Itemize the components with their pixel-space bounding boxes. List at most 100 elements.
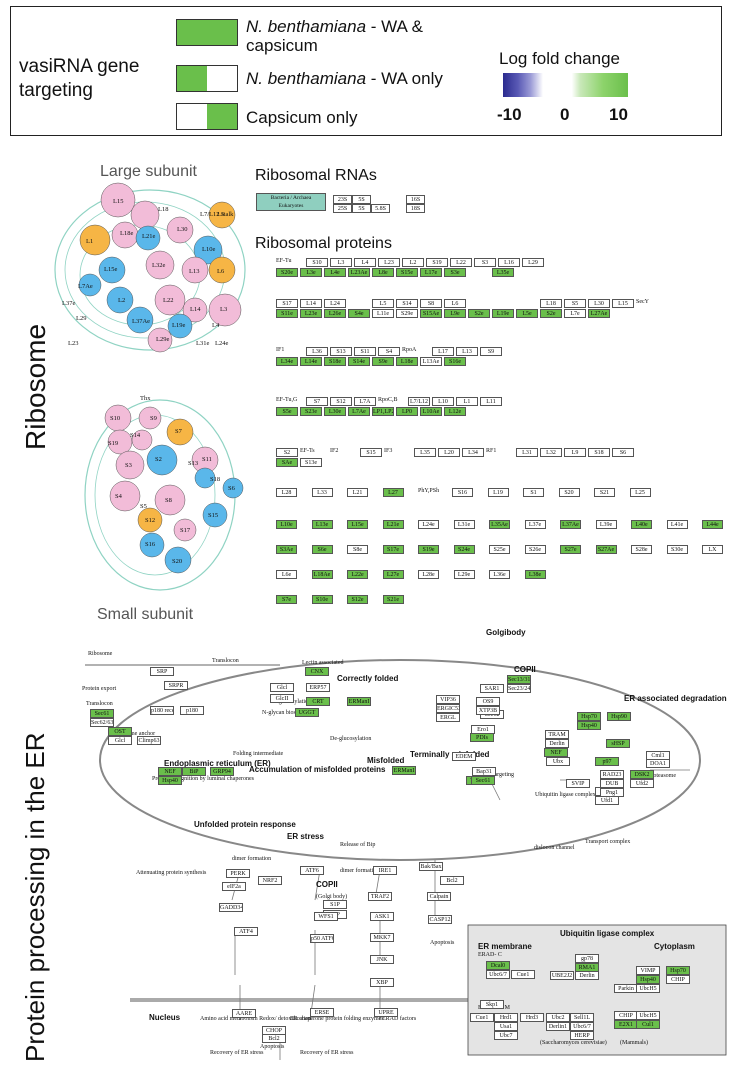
ribosomal-protein-box: L39e [595,520,617,529]
ribosomal-protein-box: S11 [354,347,376,356]
er-gene-box: TRAM [545,730,569,739]
er-gene-box: ASK1 [370,912,394,921]
ribosomal-protein-box: L29 [522,258,544,267]
er-gene-box: WFS1 [314,912,338,921]
large-subunit-protein-label: L18 [158,206,169,213]
ribosomal-protein-box: L35 [414,448,436,457]
ribosomal-protein-annotation: RF1 [486,448,497,454]
ribosomal-protein-box: L32 [540,448,562,457]
er-gene-box: VIMP [636,966,660,975]
large-subunit-protein-label: L2 [118,297,126,304]
er-gene-box: Cul1 [636,1020,660,1029]
er-gene-box: MKK7 [370,933,394,942]
er-gene-box: sHSP [606,739,630,748]
er-gene-box: OS9 [476,697,500,706]
ribosomal-protein-box: S15Ae [420,309,442,318]
ribosomal-protein-box: S17 [276,299,298,308]
legend-title: vasiRNA gene targeting [19,56,140,101]
small-subunit-protein-label: S11 [202,456,212,463]
ribosomal-protein-annotation: IF2 [330,448,339,454]
er-annotation-label: Transport complex [585,839,631,845]
ribosomal-protein-box: S4 [378,347,400,356]
er-gene-box: ATF4 [234,927,258,936]
er-gene-box: Ufd1 [595,796,619,805]
er-annotation-label: Apoptosis [260,1044,285,1050]
er-gene-box: ERManI [392,766,416,775]
er-gene-box: OST [108,727,132,736]
small-subunit-protein-label: S15 [208,512,219,519]
ribosomal-protein-box: S6 [612,448,634,457]
ribosomal-protein-box: L35e [492,268,514,277]
er-annotation-label: Ribosome [88,651,113,657]
large-subunit-protein-label: L31e [196,340,210,347]
er-gene-box: Bap31 [472,767,496,776]
ribosomal-protein-box: S5e [276,407,298,416]
ribosomal-protein-box: S21 [594,488,615,497]
er-gene-box: EDEM [452,752,476,761]
er-annotation-label: Ubiquitin ligase complex [535,792,596,798]
ribosomal-protein-box: S13 [330,347,352,356]
log-fold-scale-bar [503,73,628,97]
ribosomal-protein-box: L21e [382,520,404,529]
ribosomal-protein-box: L33 [311,488,333,497]
er-title-golgibody: Golgibody [486,628,526,637]
scale-title: Log fold change [499,49,620,68]
ribosomal-protein-box: L7/L12 [408,397,430,406]
small-subunit-protein-label: S8 [165,497,172,504]
ribosomal-protein-box: S15 [360,448,382,457]
er-gene-box: Derlin [575,971,599,980]
rrna-legend-box: Bacteria / Archaea Eukaryotes [256,193,326,211]
ribosomal-protein-box: S7 [306,397,328,406]
rrna-box: 16S [406,195,425,204]
large-subunit-protein-label: L37Ae [132,318,151,325]
legend-item-3: Capsicum only [246,108,358,127]
er-title-er_degradation: ER associated degradation [624,694,727,703]
er-title-cytoplasm: Cytoplasm [654,942,695,951]
er-gene-box: p180 [180,706,204,715]
ribosomal-protein-box: S15e [396,268,418,277]
er-annotation-label: Attenuating protein synthesis [136,870,207,876]
ribosomal-protein-box: S4e [348,309,370,318]
ribosomal-protein-box: LP1,LP2 [372,407,394,416]
er-gene-box: PDIs [470,733,494,742]
large-subunit-protein-label: L7/L12 stalk [200,211,234,218]
ribosomal-protein-box: S5 [564,299,586,308]
ribosomal-protein-box: L22 [450,258,472,267]
ribosomal-protein-box: S6e [311,545,333,554]
er-annotation-label: dislocon channel [534,845,575,851]
ribosomal-protein-box: L5e [516,309,538,318]
rrna-box: 23S [333,195,352,204]
ribosomal-protein-box: L16 [498,258,520,267]
er-gene-box: E2X1 [614,1020,638,1029]
large-subunit-protein-label: L4 [212,322,220,329]
small-subunit-protein-label: S7 [175,428,182,435]
er-annotation-label: (Saccharomyces cerevisiae) [540,1040,607,1046]
er-title-nucleus: Nucleus [149,1013,181,1022]
er-annotation-label: Ribosome anchor [113,731,156,737]
ribosomal-protein-box: S3Ae [276,545,297,554]
ribosomal-protein-box: S7e [276,595,297,604]
ribosomal-protein-box: S18e [324,357,346,366]
ribosomal-protein-box: L27Ae [588,309,610,318]
ribosomal-protein-box: L6e [276,570,297,579]
er-gene-box: Hrd1 [494,1013,518,1022]
er-gene-box: SAR1 [480,684,504,693]
er-annotation-label: N-glycan biosynthesis [262,710,316,716]
ribosomal-protein-box: L38e [524,570,546,579]
large-subunit-protein-label: L5 [217,211,225,218]
ribosomal-protein-box: L4e [324,268,346,277]
er-gene-box: p97 [595,757,619,766]
ribosomal-protein-box: L24e [418,520,439,529]
ribosomal-protein-box: L30 [588,299,610,308]
er-gene-box: UBE2J2 [550,971,574,980]
er-gene-box: Usa1 [494,1022,518,1031]
er-gene-box: CRT [306,697,330,706]
ribosomal-protein-box: S2e [468,309,490,318]
scale-tick-0: 0 [560,105,570,124]
er-gene-box: Bak/Bax [419,862,443,871]
er-gene-box: SRPR [164,681,188,690]
er-annotation-label: ERAD factors [382,1016,417,1022]
ribosomal-protein-box: L23 [378,258,400,267]
er-annotation-label: Release of Bip [340,842,376,848]
